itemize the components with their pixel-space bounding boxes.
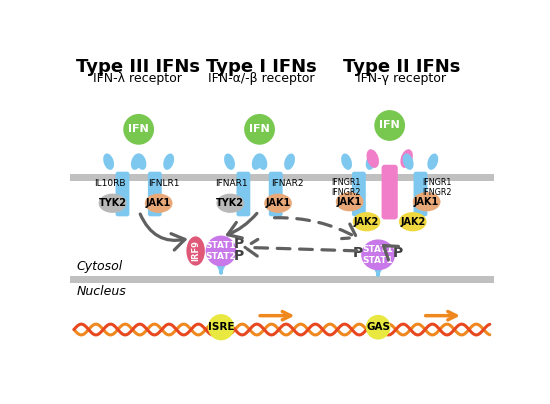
Text: IFNLR1: IFNLR1 [148,179,180,187]
Ellipse shape [98,194,127,213]
Text: IRF9: IRF9 [191,240,200,261]
FancyBboxPatch shape [352,172,366,216]
Circle shape [208,314,234,340]
Ellipse shape [103,154,114,170]
Text: STAT1: STAT1 [363,256,393,265]
Text: JAK1: JAK1 [146,198,171,208]
Text: IFN-λ receptor: IFN-λ receptor [94,72,182,84]
Text: JAK1: JAK1 [414,197,439,207]
FancyBboxPatch shape [116,172,129,216]
Ellipse shape [256,154,267,170]
FancyBboxPatch shape [414,172,427,216]
Ellipse shape [412,192,441,211]
FancyBboxPatch shape [236,172,250,216]
Ellipse shape [206,236,236,266]
Text: IFN-α/-β receptor: IFN-α/-β receptor [208,72,315,84]
Text: IFN-γ receptor: IFN-γ receptor [357,72,446,84]
Text: GAS: GAS [366,322,390,332]
FancyArrowPatch shape [245,240,357,256]
Bar [70,276,494,282]
Ellipse shape [224,154,235,170]
Text: P: P [393,246,403,259]
Text: JAK2: JAK2 [400,217,425,227]
Ellipse shape [403,154,414,170]
Ellipse shape [145,194,173,213]
Ellipse shape [361,240,395,270]
Ellipse shape [163,154,174,170]
Text: JAK1: JAK1 [266,198,290,208]
Text: IL10RB: IL10RB [95,179,126,187]
Text: JAK1: JAK1 [337,197,362,207]
Ellipse shape [131,154,142,170]
Ellipse shape [399,212,427,231]
FancyBboxPatch shape [148,172,162,216]
Ellipse shape [400,149,413,168]
Ellipse shape [217,194,244,213]
Text: JAK2: JAK2 [354,217,379,227]
Circle shape [366,315,390,339]
Ellipse shape [284,154,295,170]
Text: Nucleus: Nucleus [76,285,126,298]
Text: P: P [234,249,244,263]
Ellipse shape [366,154,377,170]
FancyArrowPatch shape [274,218,356,239]
Circle shape [375,110,405,141]
FancyBboxPatch shape [382,165,398,219]
Ellipse shape [135,154,146,170]
Ellipse shape [427,154,438,170]
Text: STAT1: STAT1 [363,245,393,254]
Text: Cytosol: Cytosol [76,259,123,273]
Text: ISRE: ISRE [208,322,234,332]
Ellipse shape [366,149,379,168]
Text: IFN: IFN [249,124,270,135]
Ellipse shape [353,212,381,231]
FancyArrowPatch shape [228,213,257,238]
Text: Type III IFNs: Type III IFNs [76,58,200,76]
Circle shape [244,114,275,145]
Ellipse shape [336,192,364,211]
Text: Type II IFNs: Type II IFNs [343,58,460,76]
Ellipse shape [264,194,292,213]
Text: TYK2: TYK2 [98,198,127,208]
FancyArrowPatch shape [140,214,185,250]
Ellipse shape [341,154,352,170]
Text: P: P [234,237,244,251]
Text: IFNGR1
IFNGR2: IFNGR1 IFNGR2 [422,178,452,197]
Text: TYK2: TYK2 [216,198,244,208]
Circle shape [123,114,154,145]
Text: IFN: IFN [379,120,400,130]
Text: IFN: IFN [128,124,149,135]
Ellipse shape [186,236,205,265]
Text: IFNAR2: IFNAR2 [271,179,304,187]
FancyBboxPatch shape [269,172,283,216]
Text: IFNGR1
IFNGR2: IFNGR1 IFNGR2 [331,178,361,197]
Text: Type I IFNs: Type I IFNs [206,58,316,76]
Text: P: P [353,246,363,259]
Text: IFNAR1: IFNAR1 [216,179,248,187]
Text: STAT1: STAT1 [206,241,236,250]
Ellipse shape [252,154,263,170]
Text: STAT2: STAT2 [206,252,236,261]
Bar [70,174,494,181]
FancyArrowPatch shape [383,246,398,260]
